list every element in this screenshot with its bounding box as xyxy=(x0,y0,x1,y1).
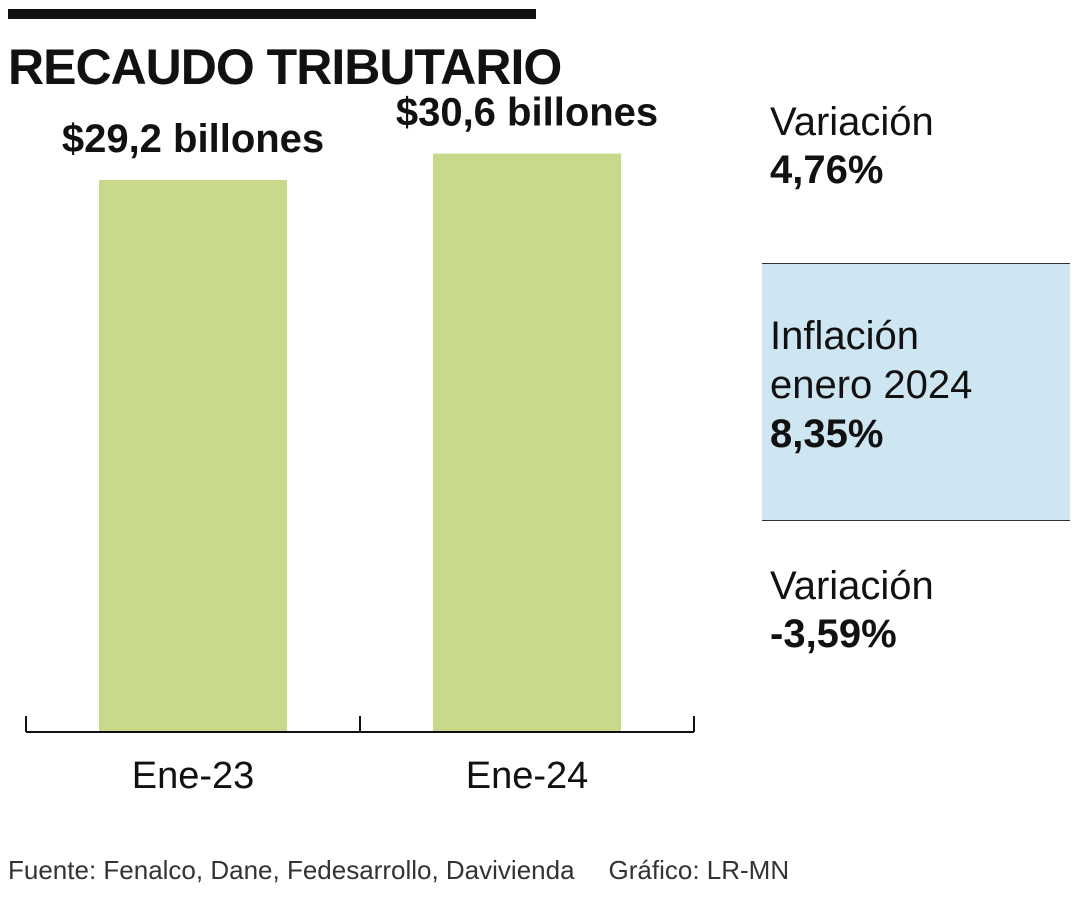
tick-label-Ene-24: Ene-24 xyxy=(466,755,589,797)
data-label-Ene-24: $30,6 billones xyxy=(396,91,658,135)
bar-Ene-24 xyxy=(433,153,621,732)
bar-chart: $29,2 billones Ene-23 $30,6 billones Ene-24 xyxy=(25,91,695,797)
graphic-credit: Gráfico: LR-MN xyxy=(608,855,790,885)
variation-top: Variación 4,76% xyxy=(770,98,934,194)
inflation-panel: Inflación enero 2024 8,35% xyxy=(762,263,1070,521)
inflation-label-line2: enero 2024 xyxy=(770,362,973,407)
variation-bottom-value: -3,59% xyxy=(770,612,897,656)
top-rule xyxy=(8,9,536,19)
tick-label-Ene-23: Ene-23 xyxy=(132,755,255,797)
variation-top-label: Variación xyxy=(770,100,934,144)
variation-top-value: 4,76% xyxy=(770,148,884,192)
variation-bottom-label: Variación xyxy=(770,564,934,608)
source-note: Fuente: Fenalco, Dane, Fedesarrollo, Dav… xyxy=(8,855,575,885)
inflation-value: 8,35% xyxy=(770,411,884,456)
variation-bottom: Variación -3,59% xyxy=(770,562,934,658)
chart-title: RECAUDO TRIBUTARIO xyxy=(8,39,562,95)
inflation-label-line1: Inflación xyxy=(770,314,919,358)
bar-Ene-23 xyxy=(99,180,287,732)
footer: Fuente: Fenalco, Dane, Fedesarrollo, Dav… xyxy=(8,855,789,886)
data-label-Ene-23: $29,2 billones xyxy=(62,117,324,161)
